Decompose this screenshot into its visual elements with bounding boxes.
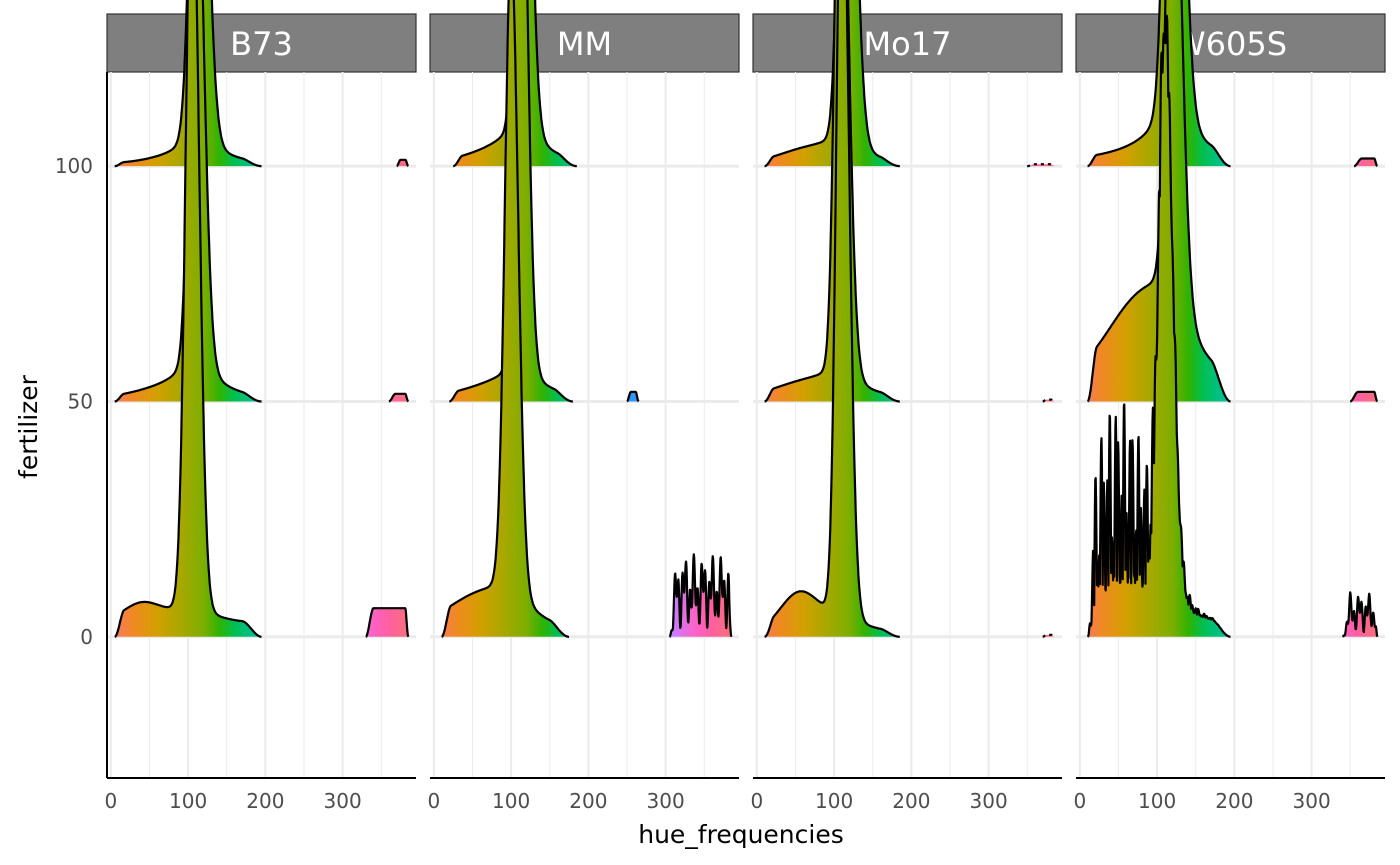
y-axis-title: fertilizer <box>14 374 43 479</box>
ridge-line-100 <box>396 158 409 168</box>
x-tick-label: 0 <box>1073 789 1086 813</box>
ridge-line-0 <box>365 607 410 638</box>
panel-b73: B73 0 100 200 300 0 50 100 <box>55 0 417 813</box>
facet-strip <box>106 13 417 73</box>
ridge-line-50 <box>1349 390 1379 403</box>
ridge-fill-0 <box>365 608 409 637</box>
x-tick-label: 100 <box>1138 789 1176 813</box>
x-tick-label: 0 <box>427 789 440 813</box>
ridge-line-50 <box>626 390 640 403</box>
x-tick-label: 100 <box>492 789 530 813</box>
x-axis-title: hue_frequencies <box>638 820 844 849</box>
x-tick-label: 200 <box>892 789 930 813</box>
ridge-fill-0 <box>114 0 262 637</box>
ridge-line-0 <box>440 0 570 638</box>
facet-panels: B73 0 100 200 300 0 50 100 MM 0 100 200 300 Mo17 0 100 2… <box>55 0 1386 813</box>
facet-label: B73 <box>230 25 293 63</box>
ridge-fill-100 <box>1087 0 1231 167</box>
x-tick-label: 0 <box>104 789 117 813</box>
ridge-fill-0 <box>441 0 569 637</box>
ridge-line-0 <box>114 0 263 638</box>
ridge-fill-0 <box>764 0 900 637</box>
ridge-line-0 <box>1042 633 1055 638</box>
gridlines <box>1076 72 1385 778</box>
x-tick-label: 200 <box>1215 789 1253 813</box>
x-tick-label: 300 <box>1293 789 1331 813</box>
x-tick-label: 100 <box>815 789 853 813</box>
x-tick-label: 300 <box>324 789 362 813</box>
x-tick-label: 100 <box>169 789 207 813</box>
gridlines <box>753 72 1062 778</box>
ridge-line-100 <box>1026 163 1055 168</box>
ridges <box>440 0 733 638</box>
y-tick-label: 0 <box>80 625 93 649</box>
ridge-line-100 <box>1086 0 1232 168</box>
ridge-line-100 <box>763 0 901 168</box>
facet-label: MM <box>557 25 612 63</box>
x-tick-label: 200 <box>569 789 607 813</box>
x-tick-label: 0 <box>750 789 763 813</box>
ridges <box>763 0 1055 638</box>
gridlines <box>430 72 739 778</box>
panel-mo17: Mo17 0 100 200 300 <box>750 0 1063 813</box>
y-tick-label: 100 <box>55 154 93 178</box>
ridge-line-50 <box>388 392 410 403</box>
facet-strip <box>1075 13 1386 73</box>
ridge-line-100 <box>1353 157 1378 168</box>
ridge-line-100 <box>452 0 578 168</box>
y-tick-label: 50 <box>68 389 93 413</box>
ridge-line-0 <box>1086 14 1232 638</box>
ridge-fill-50 <box>1350 391 1378 402</box>
ridge-line-50 <box>1042 398 1055 403</box>
x-tick-label: 300 <box>647 789 685 813</box>
ridge-line-0 <box>668 553 733 638</box>
facet-label: Mo17 <box>864 25 952 63</box>
x-tick-label: 200 <box>246 789 284 813</box>
facet-strip <box>752 13 1063 73</box>
ridge-line-50 <box>763 0 901 403</box>
facet-strip <box>429 13 740 73</box>
ridge-line-0 <box>1341 591 1379 638</box>
ridges <box>1086 0 1379 638</box>
panel-mm: MM 0 100 200 300 <box>427 0 740 813</box>
x-tick-label: 300 <box>970 789 1008 813</box>
gridlines <box>107 72 416 778</box>
ridge-line-0 <box>763 0 901 638</box>
ridge-line-100 <box>114 0 263 168</box>
ridges <box>114 0 410 638</box>
